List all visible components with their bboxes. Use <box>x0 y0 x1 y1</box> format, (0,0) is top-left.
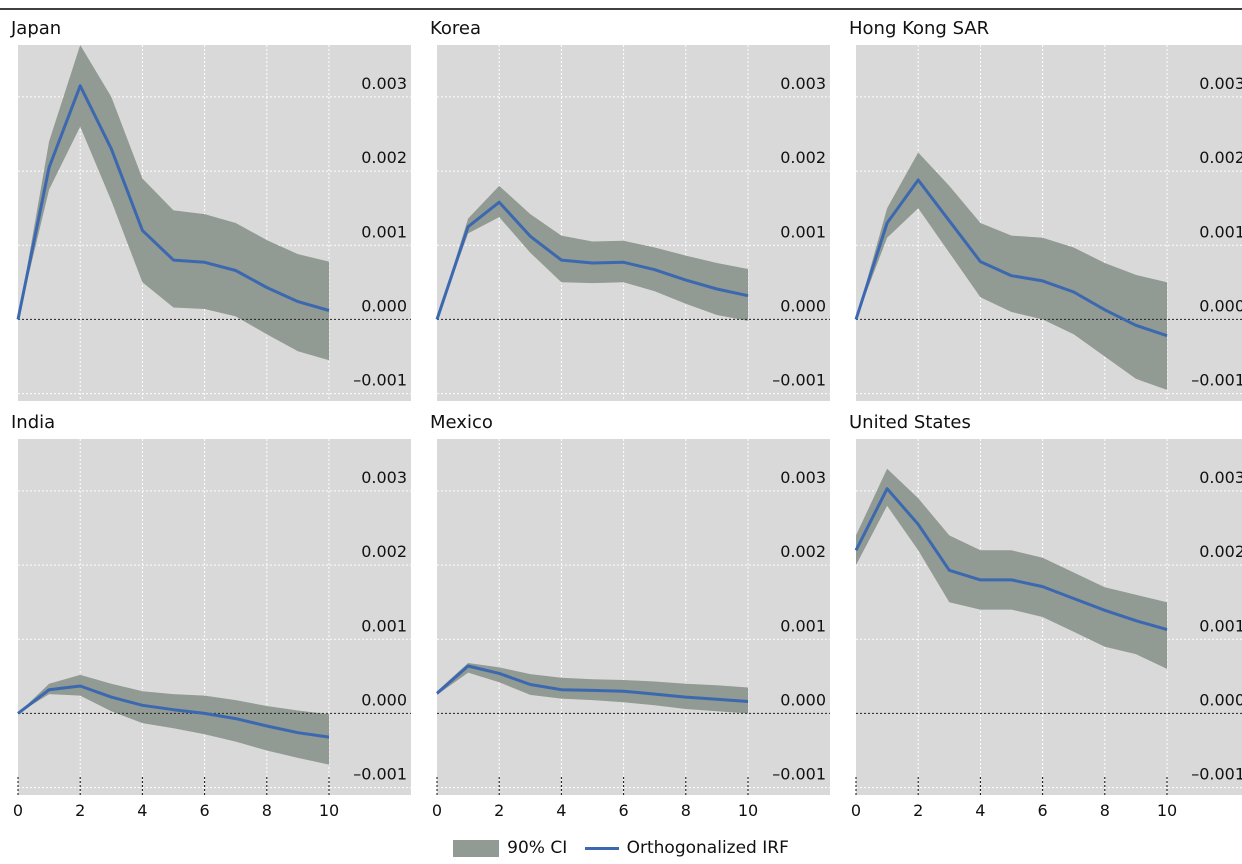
panel-title: United States <box>849 412 971 433</box>
panel-united-states: United States 0.003 0.002 0.001 0.000 –0.001 0… <box>849 412 1242 820</box>
irf-line <box>435 200 749 320</box>
legend-item-ci: 90% CI <box>453 838 567 858</box>
irf-line <box>16 84 330 320</box>
x-tick-label: 0 <box>851 801 861 820</box>
panels-group: Japan 0.003 0.002 0.001 0.000 –0.001 Korea 0.00… <box>0 8 1242 820</box>
panel-title: Korea <box>430 18 481 39</box>
y-tick-label: 0.000 <box>361 690 407 709</box>
plot-background <box>437 45 830 401</box>
y-tick-label: 0.000 <box>1199 690 1242 709</box>
y-tick-label: 0.000 <box>780 296 826 315</box>
x-tick-label: 0 <box>13 801 23 820</box>
panel-title: Mexico <box>430 412 493 433</box>
y-tick-label: –0.001 <box>353 765 407 784</box>
plot-background <box>856 45 1242 401</box>
panel-title: Japan <box>10 18 61 39</box>
x-tick-label: 6 <box>1038 801 1048 820</box>
y-tick-label: 0.001 <box>1199 222 1242 241</box>
x-tick-label: 6 <box>619 801 629 820</box>
y-tick-label: –0.001 <box>772 765 826 784</box>
x-tick-label: 10 <box>319 801 339 820</box>
plot-background <box>18 439 411 795</box>
legend-irf-swatch <box>584 846 619 850</box>
ci-band <box>18 45 329 361</box>
y-tick-label: 0.002 <box>780 542 826 561</box>
x-tick-label: 4 <box>137 801 147 820</box>
y-tick-label: 0.001 <box>780 616 826 635</box>
panel-india: India 0.003 0.002 0.001 0.000 –0.001 0 2 4 6 8 10 <box>11 412 411 820</box>
ci-band <box>437 663 748 714</box>
irf-line <box>436 664 749 703</box>
x-tick-label: 2 <box>75 801 85 820</box>
y-tick-label: –0.001 <box>772 371 826 390</box>
y-tick-label: 0.003 <box>780 468 826 487</box>
ci-band <box>856 152 1167 390</box>
y-tick-label: 0.002 <box>361 542 407 561</box>
y-tick-label: 0.003 <box>1199 468 1242 487</box>
y-tick-label: 0.002 <box>1199 148 1242 167</box>
y-tick-label: 0.001 <box>780 222 826 241</box>
legend-ci-label: 90% CI <box>507 838 568 858</box>
y-tick-label: 0.003 <box>361 468 407 487</box>
y-tick-label: 0.002 <box>780 148 826 167</box>
x-tick-label: 2 <box>913 801 923 820</box>
x-tick-label: 6 <box>200 801 210 820</box>
y-tick-label: –0.001 <box>353 371 407 390</box>
x-tick-label: 4 <box>975 801 985 820</box>
irf-line <box>854 178 1168 338</box>
ci-band <box>856 468 1167 669</box>
legend-item-irf: Orthogonalized IRF <box>584 838 789 858</box>
irf-line <box>854 487 1168 632</box>
y-tick-label: 0.000 <box>361 296 407 315</box>
plot-background <box>437 439 830 795</box>
y-tick-label: 0.002 <box>361 148 407 167</box>
y-tick-label: 0.001 <box>361 222 407 241</box>
y-tick-label: 0.000 <box>1199 296 1242 315</box>
y-tick-label: 0.003 <box>361 74 407 93</box>
y-tick-label: 0.002 <box>1199 542 1242 561</box>
y-tick-label: 0.001 <box>1199 616 1242 635</box>
x-tick-label: 8 <box>262 801 272 820</box>
x-tick-label: 8 <box>681 801 691 820</box>
y-tick-label: –0.001 <box>1191 371 1242 390</box>
ci-band <box>18 674 329 765</box>
x-tick-label: 8 <box>1100 801 1110 820</box>
panel-hong-kong-sar: Hong Kong SAR 0.003 0.002 0.001 0.000 –0.001 <box>849 18 1242 401</box>
y-tick-label: 0.000 <box>780 690 826 709</box>
y-tick-label: 0.001 <box>361 616 407 635</box>
legend-ci-swatch <box>453 839 500 857</box>
panel-mexico: Mexico 0.003 0.002 0.001 0.000 –0.001 0 2 4 6 8 10 <box>430 412 830 820</box>
x-tick-label: 10 <box>1157 801 1177 820</box>
panel-title: India <box>11 412 55 433</box>
panel-japan: Japan 0.003 0.002 0.001 0.000 –0.001 <box>10 18 411 401</box>
panel-title: Hong Kong SAR <box>849 18 989 39</box>
x-tick-label: 10 <box>738 801 758 820</box>
legend-irf-label: Orthogonalized IRF <box>626 838 789 858</box>
panel-korea: Korea 0.003 0.002 0.001 0.000 –0.001 <box>430 18 830 401</box>
x-tick-label: 0 <box>432 801 442 820</box>
y-tick-label: –0.001 <box>1191 765 1242 784</box>
y-tick-label: 0.003 <box>1199 74 1242 93</box>
x-tick-label: 4 <box>556 801 566 820</box>
irf-line <box>17 684 330 739</box>
x-tick-label: 2 <box>494 801 504 820</box>
legend: 90% CI Orthogonalized IRF <box>0 838 1242 858</box>
y-tick-label: 0.003 <box>780 74 826 93</box>
